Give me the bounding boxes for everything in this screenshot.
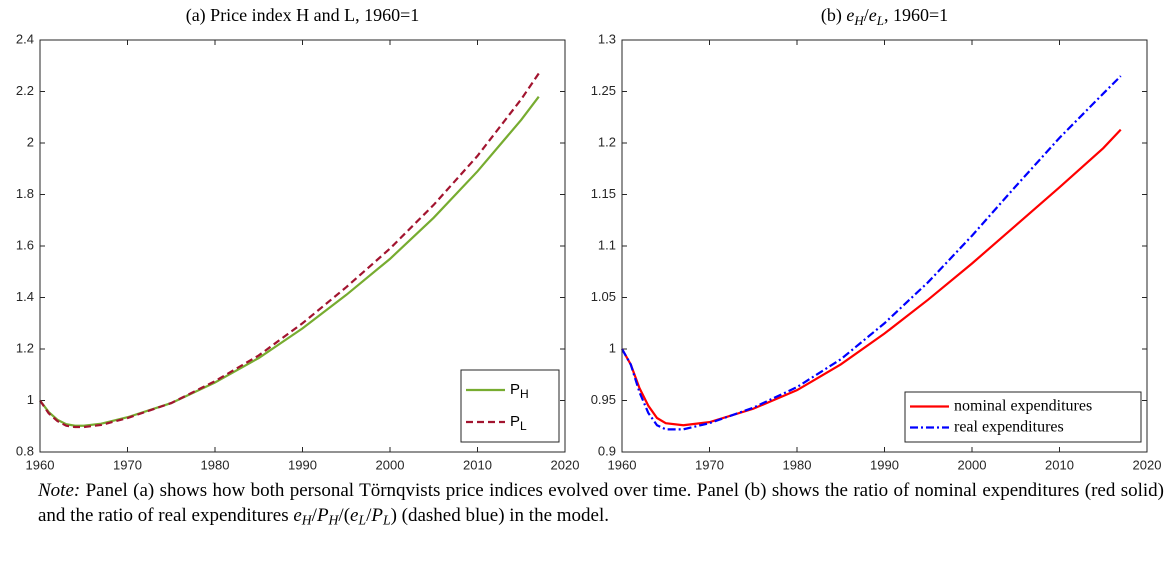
chart-title: (a) Price index H and L, 1960=1: [186, 5, 420, 26]
y-tick-label: 0.8: [16, 443, 34, 458]
y-tick-label: 2: [27, 134, 34, 149]
series-line: [39, 72, 540, 429]
note: Note: Panel (a) shows how both personal …: [38, 478, 1164, 532]
y-tick-label: 1.05: [591, 289, 616, 304]
x-tick-label: 2020: [1133, 457, 1162, 472]
title-part: e: [869, 5, 877, 25]
y-tick-label: 1.2: [598, 134, 616, 149]
note-part: ): [390, 505, 397, 526]
charts: (a) Price index H and L, 1960=1 0.8 1 1.2 1.…: [16, 5, 1162, 472]
y-tick-label: 2.4: [16, 31, 34, 46]
note-part: H: [301, 512, 312, 528]
note-part: L: [358, 512, 367, 528]
legend-subscript: H: [520, 387, 529, 401]
title-part: (a) Price index H and L, 1960=1: [186, 5, 420, 26]
x-tick-label: 1980: [201, 457, 230, 472]
y-tick-label: 0.95: [591, 392, 616, 407]
legend-subscript: L: [520, 419, 527, 433]
note-part: e: [293, 505, 302, 526]
title-part: H: [853, 13, 864, 28]
legend-label: PL: [510, 413, 527, 433]
title-part: , 1960=1: [884, 5, 948, 25]
legend-name: real expenditures: [954, 418, 1064, 435]
y-tick-label: 1.15: [591, 186, 616, 201]
legend-label: PH: [510, 381, 529, 401]
x-tick-label: 2000: [958, 457, 987, 472]
note-part: Note:: [38, 480, 81, 501]
series-line: [621, 75, 1122, 431]
chart-title: (b) eH/eL, 1960=1: [821, 5, 948, 28]
axes-box: [39, 39, 566, 453]
y-tick-label: 1.3: [598, 31, 616, 46]
legend-name: P: [510, 413, 520, 430]
x-tick-label: 2000: [376, 457, 405, 472]
legend-label: real expenditures: [954, 418, 1064, 435]
x-tick-label: 2010: [1045, 457, 1074, 472]
x-tick-label: 1970: [113, 457, 142, 472]
note-part: L: [382, 512, 391, 528]
x-tick-label: 2010: [463, 457, 492, 472]
note-part: /(: [338, 505, 351, 526]
legend-box: [460, 369, 560, 443]
x-tick-label: 2020: [551, 457, 580, 472]
legend-box: [904, 391, 1142, 443]
x-tick-label: 1960: [608, 457, 637, 472]
y-tick-label: 1.4: [16, 289, 34, 304]
y-tick-label: 1.6: [16, 237, 34, 252]
y-tick-label: 1: [27, 392, 34, 407]
title-part: /: [864, 5, 869, 25]
axes-box: [621, 39, 1148, 453]
x-tick-label: 1980: [783, 457, 812, 472]
y-tick-label: 0.9: [598, 443, 616, 458]
y-tick-label: 1.2: [16, 340, 34, 355]
title-part: e: [846, 5, 854, 25]
note-part: /: [311, 505, 317, 526]
y-tick-label: 1.8: [16, 186, 34, 201]
legend-name: P: [510, 381, 520, 398]
series-line: [621, 128, 1122, 427]
y-tick-label: 1: [609, 340, 616, 355]
note-part: /: [366, 505, 372, 526]
note-part: (dashed blue) in the model.: [396, 505, 610, 526]
title-part: (b): [821, 5, 847, 26]
note-part: Panel (a) shows how both personal Törnqv…: [38, 480, 1164, 526]
x-tick-label: 1960: [26, 457, 55, 472]
plot-area: [622, 40, 1147, 452]
y-tick-label: 2.2: [16, 83, 34, 98]
note-part: P: [316, 505, 329, 526]
y-tick-label: 1.25: [591, 83, 616, 98]
note-part: e: [350, 505, 359, 526]
legend-name: nominal expenditures: [954, 397, 1092, 414]
note-part: P: [371, 505, 383, 526]
x-tick-label: 1990: [288, 457, 317, 472]
y-tick-label: 1.1: [598, 237, 616, 252]
legend-label: nominal expenditures: [954, 397, 1092, 414]
title-part: L: [876, 13, 884, 28]
x-tick-label: 1970: [695, 457, 724, 472]
x-tick-label: 1990: [870, 457, 899, 472]
note-part: H: [328, 512, 339, 528]
